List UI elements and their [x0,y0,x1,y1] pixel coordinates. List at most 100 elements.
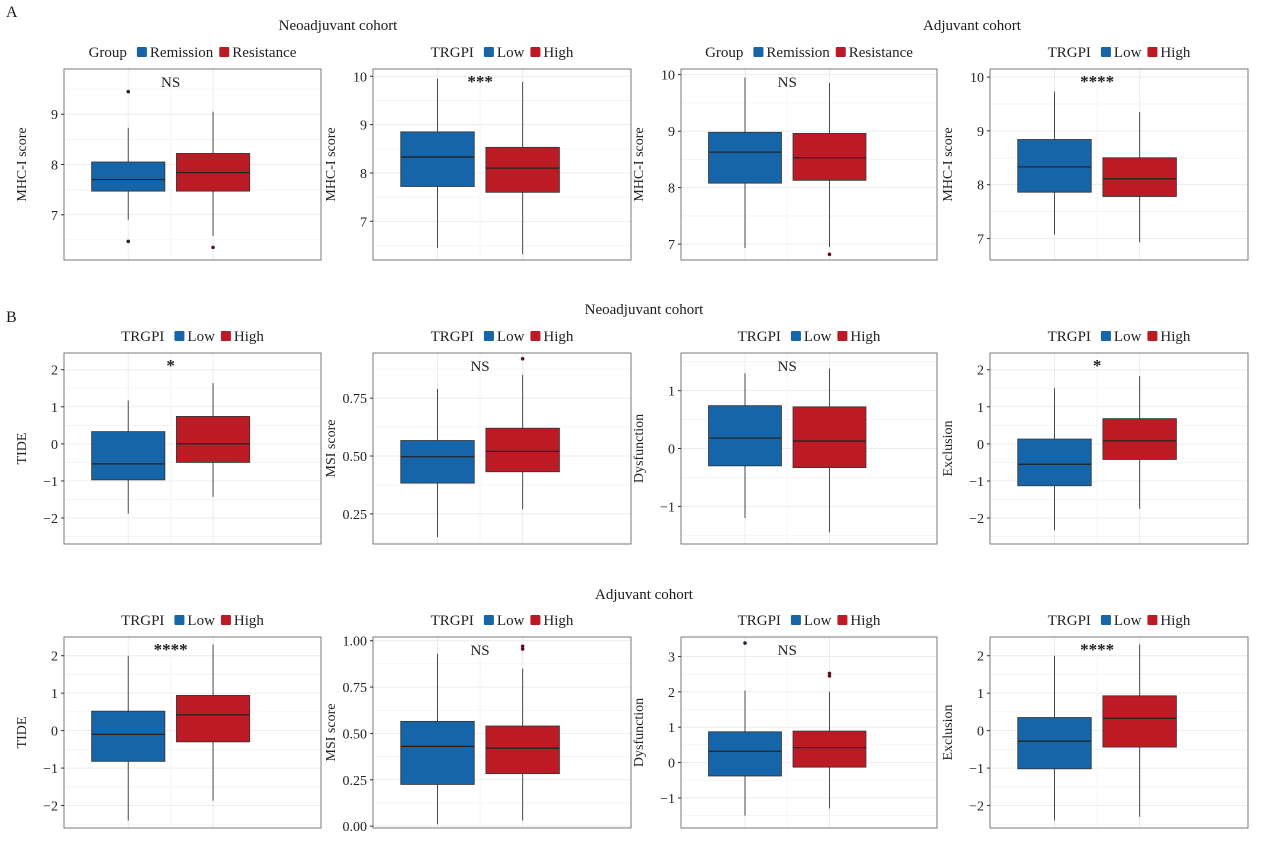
chart-b4-legend-title: TRGPI [1048,329,1091,345]
chart-b2-legend-key-1 [530,331,541,341]
chart-a1-first-outlier-0 [126,89,131,94]
chart-b1-ytick-label-3: 1 [51,401,58,416]
chart-b2-legend-label-0: Low [497,329,525,345]
chart-a3-significance-label: NS [778,75,797,91]
chart-b4-ytick-label-1: −1 [969,475,984,490]
chart-b2-significance-label: NS [470,359,489,375]
chart-b1-legend-key-0 [174,331,185,341]
chart-b8-plot-frame [989,636,1249,829]
chart-b3-ytick-label-1: 0 [668,443,675,458]
chart-b5-significance-label: **** [154,640,188,659]
chart-a3-plot-frame [680,68,938,261]
chart-a1-legend-key-0 [136,47,147,57]
chart-a3-legend-key-1 [835,47,846,57]
chart-b6-legend: TRGPI Low High [431,613,574,629]
boxplot-b8-svg: −2 −1 0 1 2 Exclusion **** TRGPI Low High [941,613,1249,829]
chart-b6-significance-label: NS [470,643,489,659]
chart-b7-ytick-label-4: 3 [668,650,675,665]
chart-b3-ylabel: Dysfunction [632,414,647,483]
chart-b6-second-outlier-1 [520,647,525,651]
chart-b2-plot-frame [372,352,632,545]
chart-b1-second-box [176,416,251,463]
chart-a1-ytick-label-0: 7 [51,209,58,224]
chart-a3-second-box [792,133,867,181]
chart-b3-legend-key-0 [790,331,801,341]
chart-b4-ytick-label-0: −2 [969,512,984,527]
chart-b8-legend: TRGPI Low High [1048,613,1191,629]
chart-a2-ytick-label-1: 8 [360,167,367,182]
chart-b1-ytick-label-4: 2 [51,364,58,379]
boxplot-panel-b7: −1 0 1 2 3 Dysfunction NS TRGPI Low High [630,613,952,843]
chart-b1-significance-label: * [166,356,175,375]
chart-b7-plot-frame [680,636,938,829]
chart-b4-first-box [1017,438,1092,487]
chart-b4-ytick-label-3: 1 [977,401,984,416]
chart-b2-legend-title: TRGPI [431,329,474,345]
chart-b2-ylabel: MSI score [324,420,339,478]
boxplot-panel-a2: 7 8 9 10 MHC-I score *** TRGPI Low High [320,40,642,270]
boxplot-panel-a4: 7 8 9 10 MHC-I score **** TRGPI Low High [940,40,1262,270]
chart-a4-legend-label-1: High [1160,45,1191,61]
chart-b8-legend-key-1 [1147,615,1158,625]
chart-b7-legend-key-0 [790,615,801,625]
chart-b4-ytick-label-4: 2 [977,364,984,379]
chart-a4-legend-title: TRGPI [1048,45,1091,61]
chart-b1-ytick-label-1: −1 [43,475,58,490]
chart-b1-legend-title: TRGPI [121,329,164,345]
chart-a3-ytick-label-1: 8 [668,182,675,197]
chart-a2-first-box [400,131,475,187]
chart-a2-ytick-label-2: 9 [360,119,367,134]
chart-b2-ytick-label-1: 0.50 [343,450,368,465]
chart-b3-legend-label-0: Low [804,329,832,345]
boxplot-b4-svg: −2 −1 0 1 2 Exclusion *TRGPI Low High [941,329,1249,545]
chart-b5-ytick-label-3: 1 [51,687,58,702]
chart-b1-legend-label-0: Low [187,329,215,345]
boxplot-panel-b1: −2 −1 0 1 2 TIDE * TRGPI Low High [0,328,330,558]
boxplot-a2-svg: 7 8 9 10 MHC-I score *** TRGPI Low High [324,45,632,261]
chart-b8-ytick-label-0: −2 [969,800,984,815]
chart-b8-legend-label-1: High [1160,613,1191,629]
chart-b7-first-box [708,731,782,777]
chart-b6-ytick-label-3: 0.75 [343,681,368,696]
chart-a4-ytick-label-0: 7 [977,232,984,247]
chart-a4-legend-key-0 [1100,47,1111,57]
chart-b8-ytick-label-3: 1 [977,687,984,702]
chart-b8-second-box [1102,695,1177,748]
chart-b4-ytick-label-2: 0 [977,438,984,453]
chart-b4-legend-label-0: Low [1114,329,1142,345]
chart-b7-second-outlier-0 [827,671,832,676]
chart-b7-legend-title: TRGPI [738,613,781,629]
chart-a4-legend-key-1 [1147,47,1158,57]
chart-b4-second-box [1102,418,1177,460]
chart-b8-legend-title: TRGPI [1048,613,1091,629]
chart-b5-legend-label-1: High [234,613,265,629]
chart-a3-legend: Group Remission Resistance [705,45,913,61]
chart-b7-ytick-label-0: −1 [660,792,675,807]
chart-a1-legend-label-1: Resistance [232,45,296,61]
chart-b1-legend: TRGPI Low High [121,329,264,345]
chart-b3-first-box [708,405,782,467]
boxplot-panel-b4: −2 −1 0 1 2 Exclusion * TRGPI Low High [940,328,1262,558]
chart-a3-ytick-label-2: 9 [668,125,675,140]
chart-a4-significance-label: **** [1080,72,1114,91]
chart-b3-legend-title: TRGPI [738,329,781,345]
chart-a2-legend-label-0: Low [497,45,525,61]
chart-b3-ytick-label-2: 1 [668,385,675,400]
chart-b7-ytick-label-1: 0 [668,757,675,772]
chart-b7-legend-label-1: High [850,613,881,629]
chart-a4-first-box [1017,139,1092,193]
chart-b5-legend-label-0: Low [187,613,215,629]
chart-b7-second-box [792,730,867,768]
chart-b6-ytick-label-0: 0.00 [343,820,368,835]
boxplot-b6-svg: 0.00 0.25 0.50 0.75 1.00 MSI score NS TRGPI Low H… [324,613,632,835]
chart-b1-plot-frame [63,352,322,545]
boxplot-panel-b5: −2 −1 0 1 2 TIDE **** TRGPI Low High [0,613,330,843]
chart-b6-legend-label-1: High [543,613,574,629]
chart-b5-ytick-label-2: 0 [51,725,58,740]
chart-a4-ytick-label-2: 9 [977,125,984,140]
chart-a4-legend-label-0: Low [1114,45,1142,61]
chart-a4-second-box [1102,157,1177,197]
chart-b8-legend-key-0 [1100,615,1111,625]
chart-a1-legend: Group Remission Resistance [89,45,297,61]
chart-a2-legend-label-1: High [543,45,574,61]
